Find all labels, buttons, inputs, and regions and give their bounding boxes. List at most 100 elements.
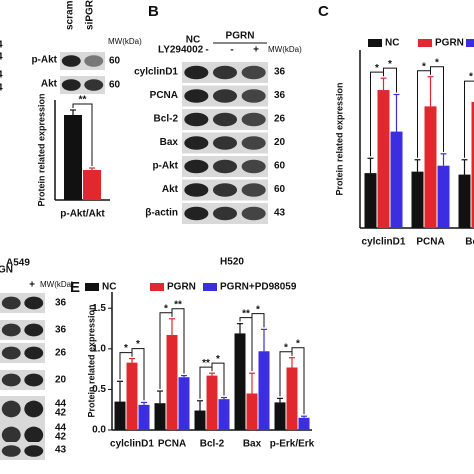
- y-tick-label: 0.5: [92, 384, 106, 395]
- sig-mark: *: [136, 339, 140, 350]
- legend-label: PGRN+PD98059: [220, 282, 297, 293]
- bar: [218, 399, 230, 430]
- blot-band: [184, 159, 209, 174]
- sign: +: [29, 280, 35, 291]
- bar: [424, 106, 437, 228]
- bar: [114, 401, 126, 430]
- cell-line: A549: [6, 258, 30, 269]
- sign: -: [205, 45, 208, 56]
- blot-band: [1, 400, 21, 418]
- mw: 44: [55, 399, 67, 410]
- x-tick-label: Bcl-2: [200, 439, 225, 450]
- sig-mark: *: [256, 304, 260, 315]
- treatment-label: LY294002: [158, 45, 204, 56]
- blot-band: [241, 136, 266, 150]
- legend-label: NC: [102, 282, 116, 293]
- sign: +: [253, 45, 259, 56]
- sig-mark: **: [79, 95, 87, 106]
- sig-bracket: [131, 348, 145, 401]
- row-label: β-actin: [145, 208, 178, 219]
- edge-mark: 4: [0, 83, 3, 94]
- legend-swatch: [368, 39, 382, 47]
- x-tick-label: cylclinD1: [362, 237, 406, 248]
- mw: 36: [55, 325, 67, 336]
- figure-content: 4444scramblesiPGRNMW(kDa)p-Akt60Akt60A54…: [0, 0, 474, 460]
- legend-label: PGRN: [167, 282, 196, 293]
- sig-bracket: [464, 80, 474, 158]
- mw: 43: [55, 445, 67, 456]
- row-label: PCNA: [150, 90, 178, 101]
- row-label: p-Akt: [31, 55, 57, 66]
- mw: 43: [274, 208, 286, 219]
- edge-mark: 4: [0, 40, 3, 51]
- cell-line: H520: [220, 257, 244, 268]
- legend-swatch: [418, 39, 432, 47]
- mw-header: MW(kDa): [40, 280, 74, 289]
- x-tick-label: Bax: [243, 439, 262, 450]
- blot-band: [24, 400, 44, 418]
- mw: 20: [55, 375, 67, 386]
- legend-swatch: [203, 283, 217, 291]
- mw: 60: [109, 56, 121, 67]
- x-tick-label: PCNA: [416, 237, 444, 248]
- bar: [126, 362, 138, 430]
- blot-band: [241, 89, 266, 103]
- blot-band: [24, 296, 44, 310]
- mw: 60: [274, 184, 286, 195]
- blot-band: [212, 89, 238, 103]
- blot-band: [184, 65, 209, 80]
- x-tick-label: PCNA: [158, 439, 186, 450]
- bar: [471, 101, 474, 228]
- blot-band: [24, 426, 44, 444]
- sig-mark: **: [174, 299, 182, 310]
- bar: [206, 375, 218, 430]
- mw: 36: [274, 67, 286, 78]
- mw: 60: [109, 80, 121, 91]
- sig-mark: *: [375, 63, 379, 74]
- blot-band: [24, 346, 44, 360]
- edge-mark: 4: [0, 52, 3, 63]
- y-tick-label: 0.0: [92, 425, 106, 436]
- mw: 26: [274, 114, 286, 125]
- bar: [298, 417, 310, 430]
- bar: [64, 115, 82, 200]
- sig-bracket: [430, 66, 444, 152]
- mw: 36: [274, 90, 286, 101]
- bar: [178, 377, 190, 430]
- sig-mark: *: [124, 343, 128, 354]
- bar: [246, 393, 258, 430]
- blot-band: [212, 112, 238, 127]
- y-tick-label: 1.0: [92, 343, 106, 354]
- panel-label: E: [70, 279, 80, 296]
- row-label: Akt: [162, 184, 179, 195]
- blot-band: [184, 89, 209, 103]
- sig-mark: *: [284, 342, 288, 353]
- row-label: cylclinD1: [134, 67, 178, 78]
- legend-label: PGRN: [435, 38, 464, 49]
- blot-band: [212, 206, 238, 221]
- sig-mark: *: [388, 59, 392, 70]
- group-label: GN: [0, 265, 13, 276]
- sign: -: [230, 45, 233, 56]
- blot-band: [1, 346, 21, 360]
- x-tick-label: p-Akt/Akt: [60, 209, 105, 220]
- bar: [390, 131, 403, 228]
- blot-band: [184, 206, 209, 221]
- lane-label: siPGRN: [85, 0, 96, 30]
- legend-label: NC: [385, 38, 399, 49]
- bar: [83, 170, 101, 200]
- blot-band: [241, 183, 266, 197]
- blot-band: [184, 183, 209, 197]
- blot-band: [1, 296, 21, 310]
- mw: 60: [274, 161, 286, 172]
- legend-swatch: [85, 283, 99, 291]
- bar: [138, 404, 150, 430]
- control-label: NC: [186, 35, 200, 46]
- bar: [166, 335, 178, 430]
- sig-bracket: [211, 362, 225, 396]
- blot-band: [24, 445, 44, 457]
- y-axis-label: Protein related expression: [36, 93, 46, 206]
- bar: [274, 402, 286, 430]
- blot-band: [212, 159, 238, 174]
